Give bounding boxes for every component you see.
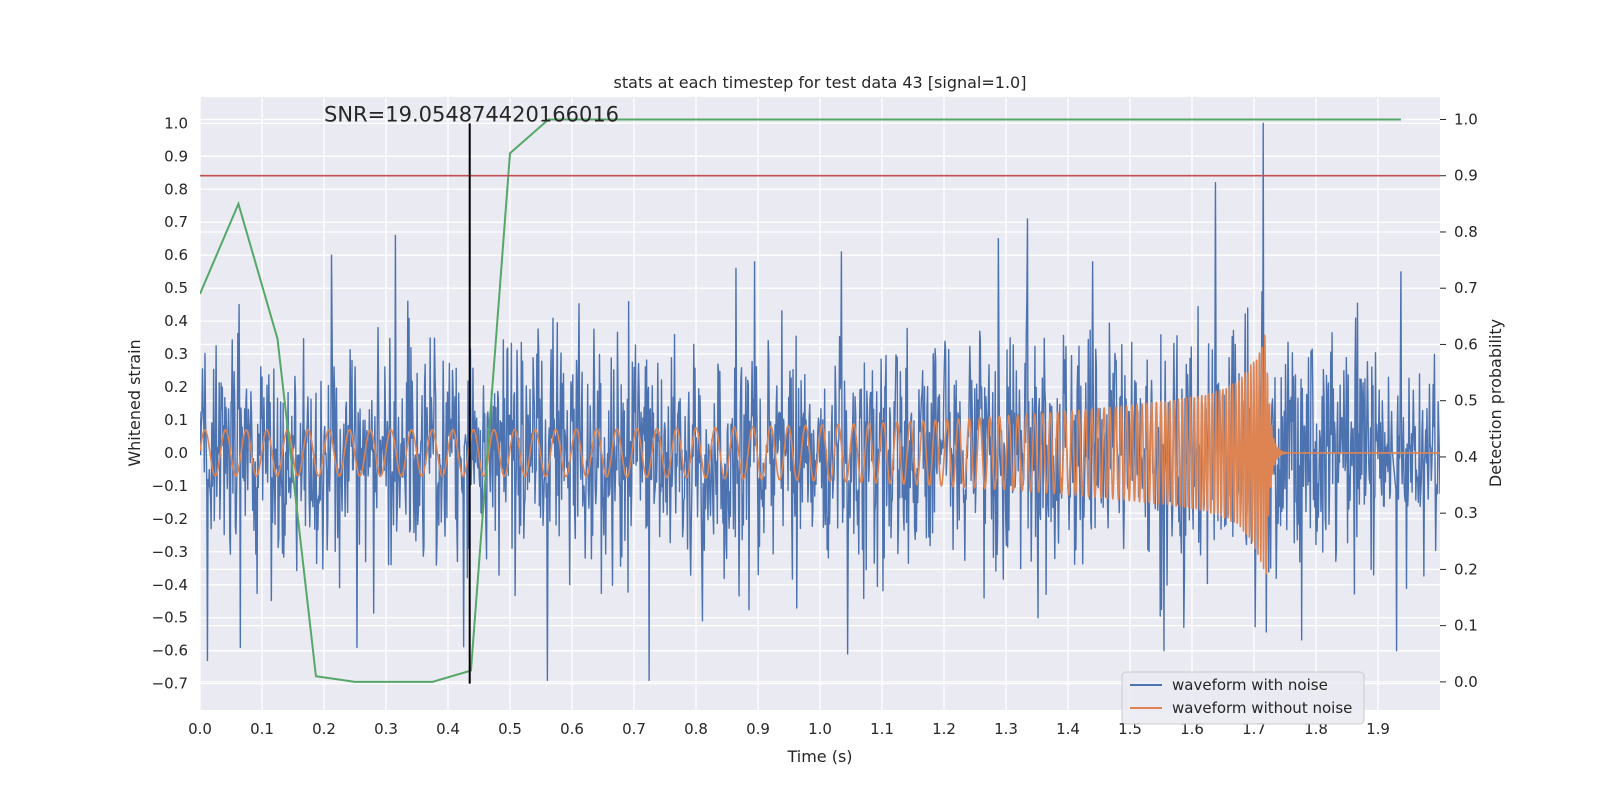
y-tick-label: 0.4 [164, 312, 188, 330]
chart-title: stats at each timestep for test data 43 … [614, 73, 1027, 92]
legend: waveform with noise waveform without noi… [1121, 671, 1365, 725]
y-right-tick-label: 0.4 [1454, 448, 1478, 466]
series-line-detection-probability [200, 118, 1401, 683]
legend-label-clean: waveform without noise [1172, 699, 1352, 717]
y-tick-label: −0.5 [152, 609, 188, 627]
x-tick-label: 0.5 [498, 720, 522, 738]
y-tick-label: −0.1 [152, 477, 188, 495]
x-tick-label: 0.9 [746, 720, 770, 738]
y-tick-label: 0.1 [164, 411, 188, 429]
y-right-tick-label: 0.9 [1454, 167, 1478, 185]
snr-annotation: SNR=19.054874420166016 [324, 102, 619, 126]
y-tick-label: −0.4 [152, 576, 188, 594]
series-line-waveform-without-noise [200, 334, 1440, 575]
y-axis-label: Whitened strain [125, 339, 144, 466]
y-tick-label: 0.3 [164, 345, 188, 363]
legend-label-noise: waveform with noise [1172, 676, 1328, 694]
y-tick-label: 0.9 [164, 147, 188, 165]
x-tick-label: 0.6 [560, 720, 584, 738]
y-tick-label: 0.5 [164, 279, 188, 297]
x-tick-label: 1.2 [932, 720, 956, 738]
x-axis-label: Time (s) [786, 747, 852, 766]
x-tick-label: 0.3 [374, 720, 398, 738]
y-right-tick-label: 0.6 [1454, 335, 1478, 353]
y-tick-label: −0.7 [152, 675, 188, 693]
y-tick-label: 0.2 [164, 378, 188, 396]
y-tick-label: 0.6 [164, 246, 188, 264]
y-axis-right-label: Detection probability [1486, 319, 1505, 487]
y-right-tick-label: 0.1 [1454, 617, 1478, 635]
y-right-tick-label: 0.8 [1454, 223, 1478, 241]
y-right-tick-label: 0.0 [1454, 673, 1478, 691]
y-right-tick-label: 1.0 [1454, 110, 1478, 128]
y-right-tick-label: 0.3 [1454, 504, 1478, 522]
y-tick-label: 0.8 [164, 180, 188, 198]
x-tick-label: 1.3 [994, 720, 1018, 738]
x-tick-label: 0.2 [312, 720, 336, 738]
series-line-waveform-with-noise [200, 122, 1440, 682]
y-tick-label: 0.7 [164, 213, 188, 231]
x-tick-label: 1.0 [808, 720, 832, 738]
legend-box [1121, 671, 1365, 725]
plot-content [200, 118, 1440, 684]
x-tick-label: 1.4 [1056, 720, 1080, 738]
y-tick-label: −0.3 [152, 543, 188, 561]
x-tick-label: 0.4 [436, 720, 460, 738]
y-right-tick-label: 0.2 [1454, 560, 1478, 578]
y-tick-label: −0.6 [152, 642, 188, 660]
x-tick-label: 0.8 [684, 720, 708, 738]
x-tick-label: 1.9 [1366, 720, 1390, 738]
y-right-tick-label: 0.7 [1454, 279, 1478, 297]
x-tick-label: 0.7 [622, 720, 646, 738]
y-tick-label: −0.2 [152, 510, 188, 528]
x-tick-label: 0.0 [188, 720, 212, 738]
y-right-tick-label: 0.5 [1454, 392, 1478, 410]
y-tick-label: 0.0 [164, 444, 188, 462]
axes-labels: 0.0 0.1 0.2 0.3 0.4 0.5 0.6 0.7 0.8 0.9 1.0 1.1 1.2 1… [152, 110, 1478, 738]
y-tick-label: 1.0 [164, 114, 188, 132]
x-tick-label: 0.1 [250, 720, 274, 738]
x-tick-label: 1.1 [870, 720, 894, 738]
